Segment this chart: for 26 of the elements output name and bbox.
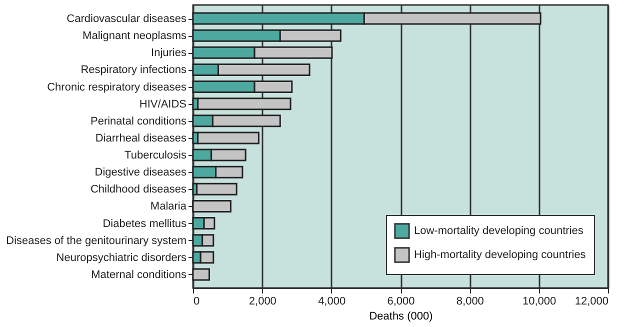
- y-tick-label: Chronic respiratory diseases: [47, 81, 187, 94]
- y-tick-label: Cardiovascular diseases: [66, 13, 187, 26]
- y-tick-label: Maternal conditions: [91, 268, 187, 281]
- y-tick-label: Diseases of the genitourinary system: [6, 234, 186, 247]
- x-tick-label: 4,000: [318, 296, 346, 308]
- y-tick-label: Tuberculosis: [124, 150, 187, 162]
- x-tick-label: 8,000: [456, 296, 484, 308]
- y-tick-label: Perinatal conditions: [90, 115, 187, 128]
- y-tick-label: Digestive diseases: [94, 166, 187, 179]
- y-tick-label: Malignant neoplasms: [82, 30, 187, 42]
- legend-label: High-mortality developing countries: [414, 249, 586, 261]
- y-tick-label: Diarrheal diseases: [95, 132, 187, 144]
- y-tick-label: Childhood diseases: [90, 184, 187, 196]
- y-tick-label: Respiratory infections: [80, 64, 187, 76]
- legend-label: Low-mortality developing countries: [414, 225, 584, 237]
- y-tick-label: HIV/AIDS: [139, 98, 186, 110]
- x-tick-label: 10,000: [522, 296, 556, 308]
- x-tick-label: 12,000: [574, 296, 608, 308]
- y-tick-label: Diabetes mellitus: [102, 218, 187, 230]
- x-tick-label: 6,000: [387, 296, 415, 308]
- x-tick-label: 2,000: [248, 296, 276, 308]
- y-tick-label: Neuropsychiatric disorders: [56, 252, 187, 264]
- x-axis-title: Deaths (000): [369, 310, 433, 322]
- y-tick-label: Injuries: [151, 47, 187, 60]
- x-tick-label: 0: [194, 296, 200, 308]
- y-tick-label: Malaria: [150, 200, 188, 213]
